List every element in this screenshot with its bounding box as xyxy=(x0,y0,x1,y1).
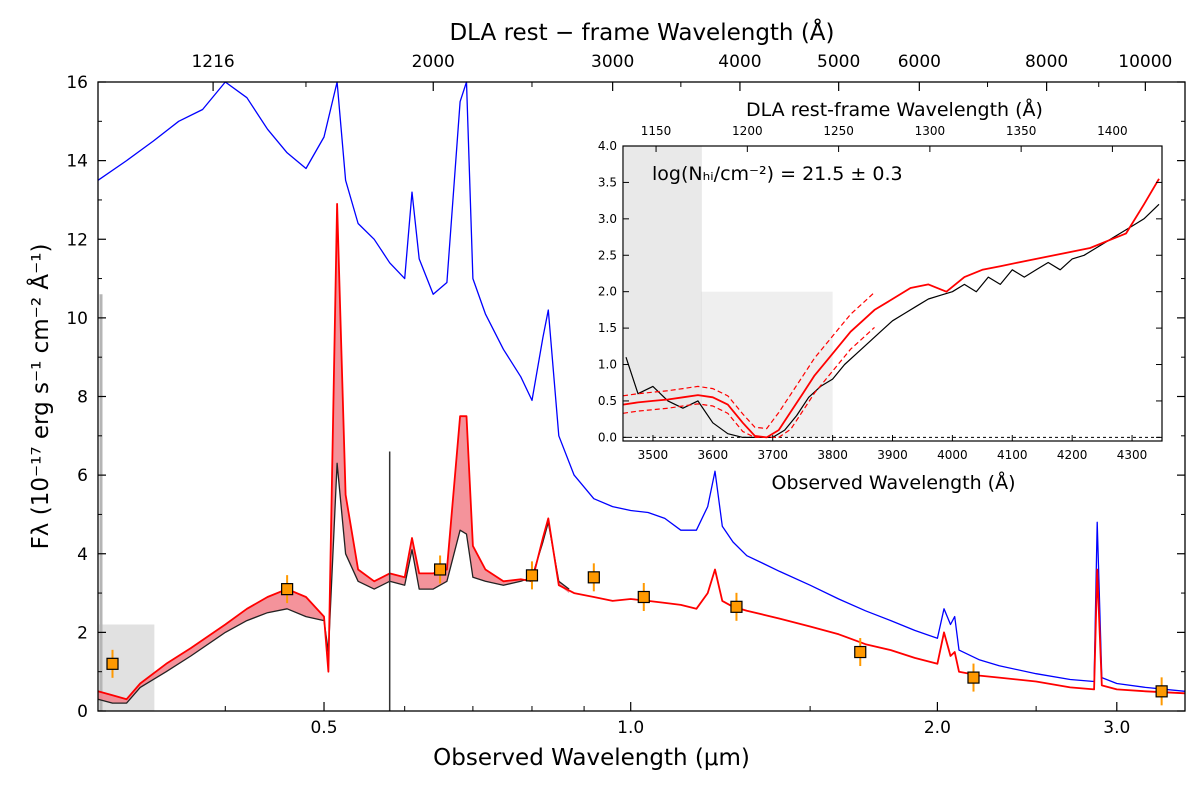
y-tick-label: 2 xyxy=(77,623,88,643)
inset-x-tick-label: 3500 xyxy=(638,448,669,462)
y-axis-label: Fλ (10⁻¹⁷ erg s⁻¹ cm⁻² Å⁻¹) xyxy=(26,244,54,550)
photometry-point xyxy=(587,571,600,584)
inset-x-tick-label: 4100 xyxy=(997,448,1028,462)
inset-x-tick-label: 4300 xyxy=(1117,448,1148,462)
photometry-point xyxy=(434,563,447,576)
photometry-point xyxy=(525,569,539,582)
photometry-point xyxy=(967,671,980,684)
x2-tick-label: 4000 xyxy=(718,52,761,72)
inset-y-tick-label: 4.0 xyxy=(598,139,617,153)
inset-series-line-observed xyxy=(625,203,1160,438)
x-tick-label: 1.0 xyxy=(617,718,644,738)
photometry-point xyxy=(854,645,867,659)
inset-noisy-region-2 xyxy=(700,291,833,438)
inset-x2-tick-label: 1300 xyxy=(915,124,946,138)
inset-x-tick-label: 3600 xyxy=(698,448,729,462)
x2-tick-label: 2000 xyxy=(412,52,455,72)
inset-x-axis-label: Observed Wavelength (Å) xyxy=(771,471,1015,494)
inset-background xyxy=(623,146,1162,441)
inset-x-tick-label: 3900 xyxy=(877,448,908,462)
y-tick-label: 6 xyxy=(77,466,88,486)
inset-x-tick-label: 4000 xyxy=(937,448,968,462)
inset-model-upper xyxy=(622,291,875,430)
x2-axis-label: DLA rest − frame Wavelength (Å) xyxy=(449,18,834,46)
series-line-template xyxy=(97,81,1186,692)
y-tick-label: 14 xyxy=(66,152,88,172)
x-tick-label: 3.0 xyxy=(1103,718,1130,738)
x2-tick-label: 3000 xyxy=(591,52,634,72)
x2-tick-label: 5000 xyxy=(817,52,860,72)
fit-uncertainty-band xyxy=(98,203,570,704)
inset-plot: 0.0 0.5 1.0 1.5 2.0 2.5 3.0 3.5 4.0 3500 3600 3700 3… xyxy=(598,98,1163,494)
y-tick-label: 16 xyxy=(66,73,88,93)
inset-y-tick-label: 3.0 xyxy=(598,212,617,226)
photometry-point xyxy=(637,590,650,604)
y-tick-label: 0 xyxy=(77,702,88,722)
y-tick-label: 12 xyxy=(66,230,88,250)
inset-annotation: log(Nₕᵢ/cm⁻²) = 21.5 ± 0.3 xyxy=(652,163,903,185)
x2-tick-label: 1216 xyxy=(191,52,234,72)
inset-x-tick-label: 3700 xyxy=(757,448,788,462)
inset-y-tick-label: 1.0 xyxy=(598,358,617,372)
inset-y-tick-label: 3.5 xyxy=(598,175,617,189)
photometry-point xyxy=(281,583,294,596)
inset-y-tick-label: 1.5 xyxy=(598,321,617,335)
x2-tick-label: 10000 xyxy=(1118,52,1172,72)
inset-series-line-dla-model xyxy=(622,178,1160,439)
series-line-reddened-fit xyxy=(97,202,1186,701)
x-tick-label: 0.5 xyxy=(310,718,337,738)
inset-x-tick-label: 4200 xyxy=(1057,448,1088,462)
x-axis-label: Observed Wavelength (μm) xyxy=(433,745,750,771)
inset-model-lower xyxy=(622,326,875,438)
x2-tick-label: 8000 xyxy=(1025,52,1068,72)
inset-y-tick-label: 0.5 xyxy=(598,394,617,408)
inset-x2-axis-label: DLA rest-frame Wavelength (Å) xyxy=(746,98,1043,121)
y-tick-label: 8 xyxy=(77,388,88,408)
inset-x2-tick-label: 1350 xyxy=(1006,124,1037,138)
inset-x2-tick-label: 1250 xyxy=(823,124,854,138)
inset-x2-tick-label: 1200 xyxy=(732,124,763,138)
inset-y-tick-label: 2.0 xyxy=(598,285,617,299)
photometry-point xyxy=(1155,685,1168,698)
photometry-point xyxy=(730,600,743,613)
inset-x2-tick-label: 1400 xyxy=(1097,124,1128,138)
series-line-observed xyxy=(97,462,570,704)
photometry-point xyxy=(106,657,119,670)
y-tick-label: 10 xyxy=(66,309,88,329)
y-tick-label: 4 xyxy=(77,545,88,565)
x2-tick-label: 6000 xyxy=(898,52,941,72)
inset-y-tick-label: 0.0 xyxy=(598,430,617,444)
inset-y-tick-label: 2.5 xyxy=(598,248,617,262)
inset-x-tick-label: 3800 xyxy=(817,448,848,462)
inset-x2-tick-label: 1150 xyxy=(641,124,672,138)
x-tick-label: 2.0 xyxy=(924,718,951,738)
